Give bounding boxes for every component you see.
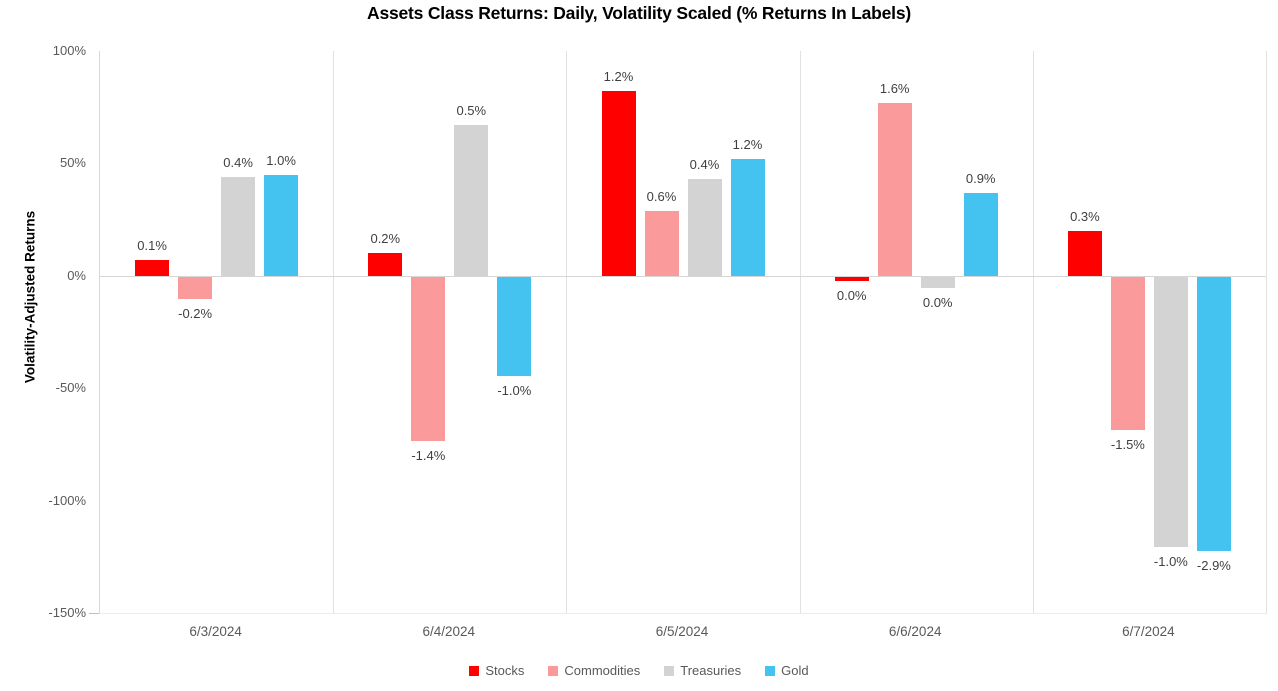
bar-stocks	[601, 91, 636, 276]
x-axis-category-label: 6/3/2024	[189, 624, 242, 639]
legend-label: Treasuries	[680, 663, 742, 678]
bar-value-label: -1.0%	[1153, 553, 1188, 569]
bar-gold	[497, 276, 532, 376]
y-axis-tick-label: -50%	[55, 380, 86, 396]
legend-item-commodities: Commodities	[548, 663, 640, 678]
bar-value-label: 1.2%	[603, 69, 634, 85]
bar-gold	[730, 158, 765, 276]
y-axis-tick-label: -150%	[48, 605, 86, 620]
bar-commodities	[877, 102, 912, 276]
bar-value-label: 1.6%	[879, 80, 910, 96]
chart-title: Assets Class Returns: Daily, Volatility …	[367, 3, 911, 23]
bar-gold	[1196, 276, 1231, 552]
legend-label: Stocks	[485, 663, 525, 678]
bar-stocks	[135, 260, 170, 276]
bar-value-label: 0.4%	[223, 154, 253, 170]
bar-treasuries	[687, 179, 722, 276]
bar-gold	[963, 192, 998, 276]
x-axis-category-label: 6/7/2024	[1122, 624, 1175, 639]
legend-item-stocks: Stocks	[469, 663, 524, 678]
bar-treasuries	[221, 176, 256, 276]
x-axis-category-label: 6/6/2024	[888, 624, 942, 639]
y-axis-tick-label: 100%	[52, 43, 86, 58]
category-separator-line	[799, 51, 801, 613]
plot-area: 0.1% 0.2% 1.2% 0.0% 0.3% -0.2% -1.4% 0.6% 1.6% -1…	[99, 51, 1267, 614]
y-axis-tick-label: -100%	[48, 492, 86, 508]
bar-value-label: 0.9%	[965, 170, 996, 186]
bar-value-label: -1.4%	[411, 447, 446, 463]
y-axis-tick-label: 0%	[67, 267, 86, 283]
bar-value-label: 0.1%	[137, 238, 167, 254]
zero-baseline	[100, 275, 1266, 277]
bar-treasuries	[920, 276, 955, 289]
legend-swatch-icon	[664, 665, 675, 676]
bar-value-label: -1.5%	[1110, 436, 1145, 452]
x-axis-category-label: 6/4/2024	[422, 624, 476, 639]
y-axis-title: Volatility-Adjusted Returns	[22, 210, 38, 384]
bar-value-label: 0.6%	[646, 188, 677, 204]
category-separator-line	[566, 51, 568, 613]
bar-value-label: 0.0%	[836, 288, 867, 304]
bar-value-label: 0.5%	[456, 103, 487, 119]
bar-commodities	[178, 276, 213, 300]
legend-item-gold: Gold	[765, 663, 809, 678]
bar-value-label: -2.9%	[1196, 558, 1231, 574]
bar-gold	[264, 174, 299, 276]
legend-swatch-icon	[765, 665, 776, 676]
legend-label: Gold	[781, 663, 809, 678]
bar-value-label: 1.0%	[266, 152, 296, 168]
bar-value-label: 0.3%	[1070, 208, 1100, 224]
category-separator-line	[333, 51, 335, 613]
bar-stocks	[368, 253, 403, 276]
bar-value-label: -0.2%	[178, 306, 213, 322]
bar-stocks	[834, 276, 869, 282]
legend: Stocks Commodities Treasuries Gold	[0, 663, 1278, 678]
bar-commodities	[411, 276, 446, 441]
bar-treasuries	[454, 125, 489, 276]
bar-value-label: 1.2%	[732, 136, 763, 152]
legend-swatch-icon	[548, 665, 559, 676]
y-axis-tick-label: 50%	[59, 155, 86, 171]
legend-label: Commodities	[564, 663, 641, 678]
bar-stocks	[1067, 230, 1102, 276]
bar-commodities	[1110, 276, 1145, 430]
bar-treasuries	[1153, 276, 1188, 547]
x-axis-category-label: 6/5/2024	[655, 624, 709, 639]
bar-value-label: 0.0%	[922, 295, 953, 311]
bar-value-label: -1.0%	[497, 382, 532, 398]
category-separator-line	[1032, 51, 1034, 613]
bar-value-label: 0.2%	[370, 231, 401, 247]
legend-item-treasuries: Treasuries	[664, 663, 741, 678]
bar-value-label: 0.4%	[689, 157, 720, 173]
bar-commodities	[644, 210, 679, 276]
legend-swatch-icon	[469, 665, 480, 676]
y-axis-bottom-tick	[89, 613, 99, 614]
